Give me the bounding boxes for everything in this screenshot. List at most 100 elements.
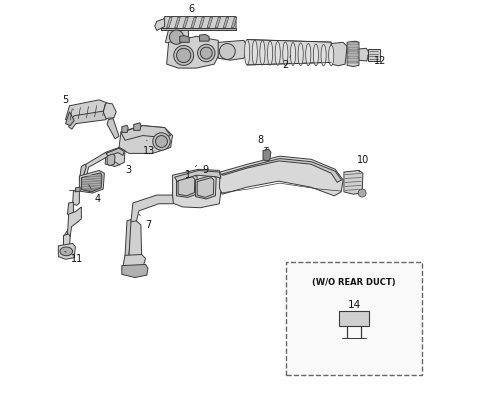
Polygon shape (63, 234, 70, 249)
Polygon shape (75, 187, 80, 192)
Text: 14: 14 (348, 300, 360, 310)
Text: 5: 5 (62, 95, 73, 110)
Ellipse shape (283, 42, 288, 65)
Polygon shape (72, 190, 79, 205)
Text: 4: 4 (89, 185, 100, 204)
Ellipse shape (313, 44, 319, 66)
Polygon shape (59, 244, 75, 259)
Polygon shape (123, 255, 145, 269)
Polygon shape (121, 126, 170, 140)
Text: 3: 3 (115, 162, 131, 176)
Ellipse shape (275, 41, 280, 65)
Polygon shape (358, 48, 369, 61)
Polygon shape (122, 125, 128, 133)
Ellipse shape (60, 247, 72, 256)
Polygon shape (180, 35, 189, 42)
Polygon shape (199, 18, 204, 28)
Polygon shape (122, 264, 148, 277)
Text: 8: 8 (258, 135, 266, 150)
Ellipse shape (252, 40, 257, 65)
Polygon shape (231, 18, 237, 28)
Bar (286, 262, 422, 375)
Circle shape (169, 30, 184, 44)
Polygon shape (223, 18, 229, 28)
Polygon shape (178, 177, 195, 196)
Polygon shape (166, 29, 189, 45)
Polygon shape (348, 56, 358, 59)
Polygon shape (107, 119, 119, 139)
Polygon shape (65, 100, 107, 121)
Polygon shape (167, 18, 172, 28)
Ellipse shape (306, 43, 311, 66)
Polygon shape (218, 40, 248, 60)
Polygon shape (69, 109, 109, 129)
Circle shape (358, 189, 366, 197)
Circle shape (198, 44, 215, 62)
Ellipse shape (290, 43, 296, 65)
Polygon shape (348, 42, 358, 45)
Text: 9: 9 (197, 166, 208, 180)
Polygon shape (103, 103, 116, 119)
Polygon shape (247, 39, 331, 65)
Polygon shape (348, 47, 358, 50)
Polygon shape (173, 169, 222, 208)
Polygon shape (155, 19, 165, 30)
Polygon shape (129, 221, 142, 258)
Text: (W/O REAR DUCT): (W/O REAR DUCT) (312, 277, 396, 287)
Polygon shape (68, 202, 73, 216)
Ellipse shape (260, 41, 265, 65)
Text: 12: 12 (368, 55, 386, 66)
Polygon shape (215, 18, 221, 28)
Ellipse shape (245, 39, 250, 65)
Polygon shape (81, 173, 102, 192)
Text: 11: 11 (65, 252, 84, 264)
Ellipse shape (298, 43, 303, 66)
Polygon shape (177, 174, 197, 197)
Polygon shape (183, 18, 188, 28)
Polygon shape (221, 158, 342, 182)
Polygon shape (161, 28, 236, 30)
Polygon shape (344, 170, 363, 194)
Polygon shape (134, 123, 141, 131)
Polygon shape (339, 311, 369, 326)
Text: 7: 7 (139, 214, 151, 230)
Circle shape (177, 48, 191, 62)
Circle shape (174, 45, 193, 65)
Text: 1: 1 (185, 165, 196, 180)
Polygon shape (125, 220, 132, 258)
Circle shape (156, 136, 168, 147)
Text: 13: 13 (143, 140, 155, 156)
Polygon shape (197, 178, 214, 197)
Polygon shape (68, 207, 81, 237)
Polygon shape (368, 49, 380, 61)
Polygon shape (167, 36, 220, 68)
Polygon shape (65, 112, 74, 126)
Text: 6: 6 (189, 4, 196, 18)
Ellipse shape (267, 41, 273, 65)
Text: 2: 2 (283, 55, 291, 70)
Polygon shape (331, 42, 347, 66)
Polygon shape (191, 18, 196, 28)
Polygon shape (119, 126, 173, 153)
Polygon shape (84, 152, 108, 179)
Text: 10: 10 (357, 155, 369, 172)
Circle shape (153, 133, 170, 150)
Polygon shape (79, 164, 86, 181)
Polygon shape (161, 17, 236, 29)
Ellipse shape (329, 45, 334, 66)
Polygon shape (175, 170, 221, 181)
Polygon shape (106, 148, 124, 156)
Circle shape (200, 47, 212, 59)
Polygon shape (348, 51, 358, 54)
Polygon shape (195, 175, 216, 199)
Circle shape (219, 43, 235, 59)
Polygon shape (79, 170, 104, 193)
Polygon shape (107, 154, 115, 166)
Polygon shape (63, 226, 72, 240)
Polygon shape (348, 60, 358, 63)
Polygon shape (219, 156, 343, 196)
Polygon shape (207, 18, 213, 28)
Polygon shape (131, 195, 173, 223)
Polygon shape (175, 18, 180, 28)
Polygon shape (105, 147, 125, 166)
